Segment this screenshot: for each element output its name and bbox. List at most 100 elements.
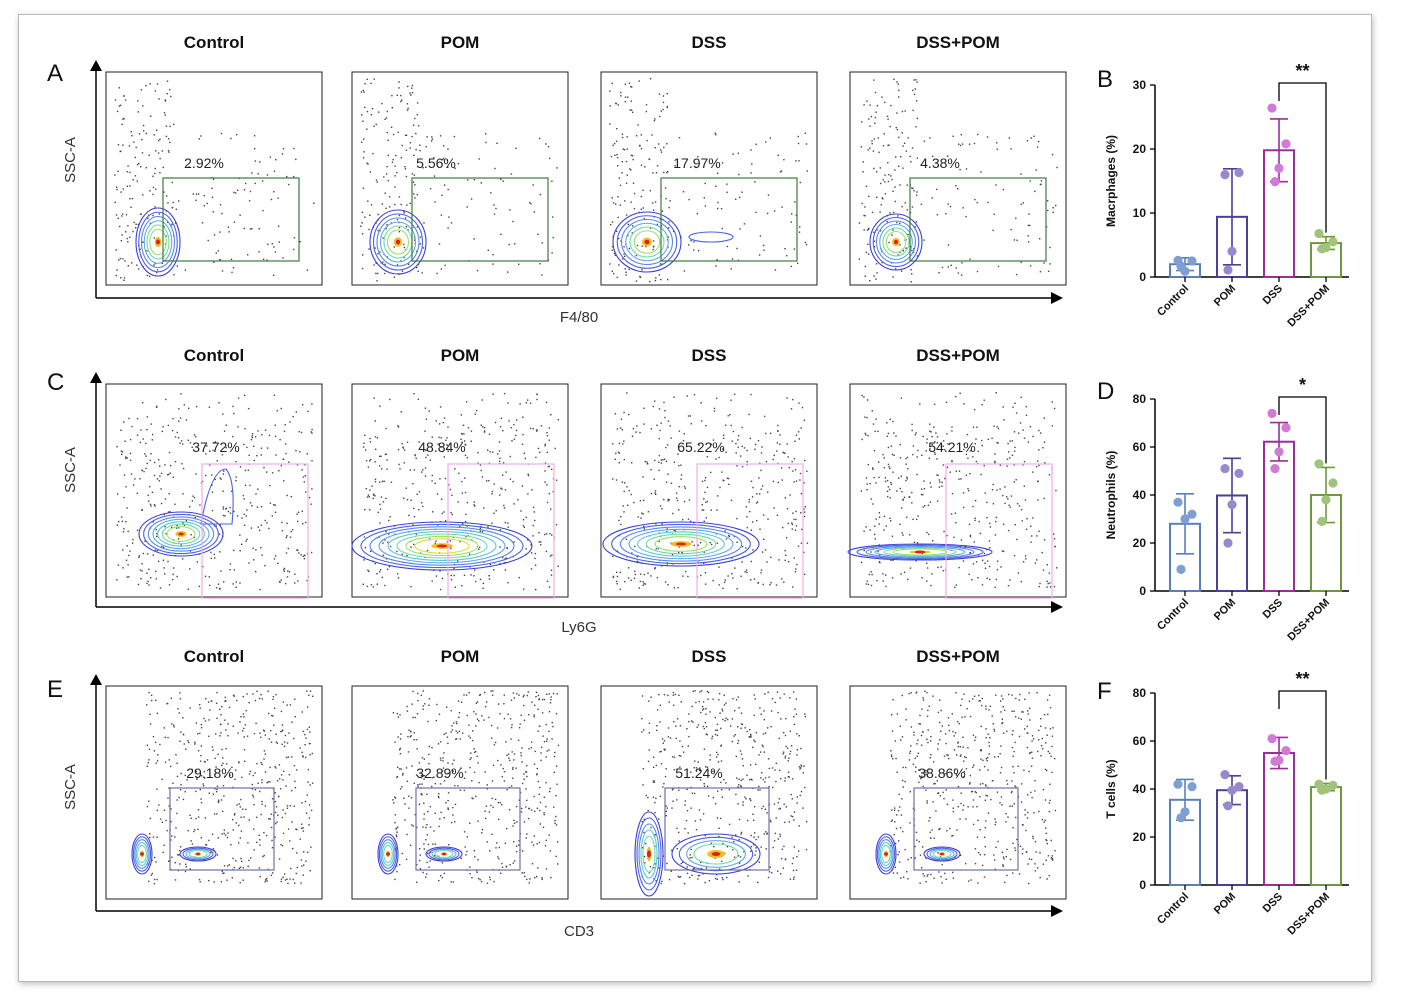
event-dot	[649, 189, 651, 192]
event-dot	[155, 699, 157, 701]
event-dot	[271, 714, 273, 717]
event-dot	[239, 534, 241, 536]
event-dot	[370, 584, 373, 586]
event-dot	[792, 470, 794, 472]
event-dot	[199, 881, 201, 883]
event-dot	[792, 512, 794, 514]
event-dot	[678, 137, 681, 139]
event-dot	[738, 818, 741, 821]
event-dot	[637, 124, 639, 126]
event-dot	[876, 580, 878, 582]
event-dot	[979, 783, 982, 785]
event-dot	[443, 752, 445, 754]
event-dot	[1018, 505, 1021, 507]
event-dot	[541, 242, 543, 244]
event-dot	[288, 774, 291, 776]
event-dot	[503, 392, 506, 395]
event-dot	[1044, 819, 1046, 822]
event-dot	[374, 562, 376, 565]
event-dot	[886, 422, 888, 424]
event-dot	[899, 487, 901, 490]
event-dot	[891, 178, 893, 181]
event-dot	[1001, 718, 1003, 720]
event-dot	[1038, 585, 1040, 588]
event-dot	[433, 175, 436, 177]
event-dot	[682, 191, 685, 193]
event-dot	[914, 757, 916, 759]
event-dot	[223, 470, 225, 472]
event-dot	[243, 716, 245, 718]
event-dot	[165, 819, 167, 822]
event-dot	[146, 428, 148, 431]
event-dot	[650, 826, 652, 829]
event-dot	[215, 252, 217, 254]
event-dot	[190, 840, 192, 842]
event-dot	[381, 576, 383, 579]
event-dot	[926, 438, 928, 440]
event-dot	[306, 690, 308, 692]
event-dot	[721, 162, 724, 164]
event-dot	[1024, 814, 1026, 816]
event-dot	[706, 785, 709, 787]
event-dot	[513, 753, 516, 755]
event-dot	[723, 581, 726, 583]
event-dot	[982, 759, 984, 761]
event-dot	[540, 544, 542, 546]
event-dot	[141, 469, 143, 472]
event-dot	[799, 768, 801, 770]
event-dot	[1046, 769, 1048, 772]
event-dot	[952, 811, 955, 813]
event-dot	[790, 793, 792, 796]
event-dot	[464, 454, 467, 456]
event-dot	[912, 518, 914, 520]
event-dot	[481, 832, 483, 834]
event-dot	[460, 414, 462, 416]
event-dot	[247, 407, 250, 410]
event-dot	[420, 774, 423, 777]
event-dot	[307, 781, 309, 783]
event-dot	[906, 516, 908, 518]
event-dot	[231, 877, 233, 879]
event-dot	[131, 542, 134, 544]
event-dot	[747, 875, 749, 877]
event-dot	[251, 433, 254, 435]
event-dot	[130, 473, 133, 475]
event-dot	[180, 393, 182, 395]
event-dot	[168, 493, 170, 495]
event-dot	[440, 759, 442, 761]
event-dot	[634, 573, 637, 576]
event-dot	[195, 722, 198, 724]
event-dot	[722, 479, 724, 481]
event-dot	[189, 707, 191, 709]
event-dot	[423, 843, 425, 845]
event-dot	[493, 512, 495, 514]
event-dot	[1002, 494, 1004, 497]
density-contour-left-level	[638, 823, 660, 885]
event-dot	[794, 201, 796, 203]
event-dot	[167, 202, 169, 204]
event-dot	[224, 700, 226, 703]
event-dot	[216, 854, 219, 856]
event-dot	[409, 469, 411, 471]
event-dot	[791, 862, 794, 865]
event-dot	[256, 690, 258, 692]
event-dot	[728, 483, 730, 486]
event-dot	[721, 796, 723, 798]
event-dot	[957, 721, 959, 723]
event-dot	[532, 535, 534, 537]
event-dot	[648, 158, 651, 161]
event-dot	[715, 397, 718, 400]
event-dot	[690, 771, 692, 773]
event-dot	[422, 690, 424, 692]
event-dot	[888, 488, 891, 491]
event-dot	[260, 693, 262, 696]
event-dot	[945, 401, 948, 403]
event-dot	[422, 469, 424, 471]
plot-box	[105, 685, 323, 900]
event-dot	[758, 477, 760, 479]
event-dot	[866, 416, 868, 419]
event-dot	[620, 240, 622, 242]
event-dot	[755, 502, 758, 504]
event-dot	[239, 882, 241, 884]
density-contour-left-core	[386, 852, 390, 856]
